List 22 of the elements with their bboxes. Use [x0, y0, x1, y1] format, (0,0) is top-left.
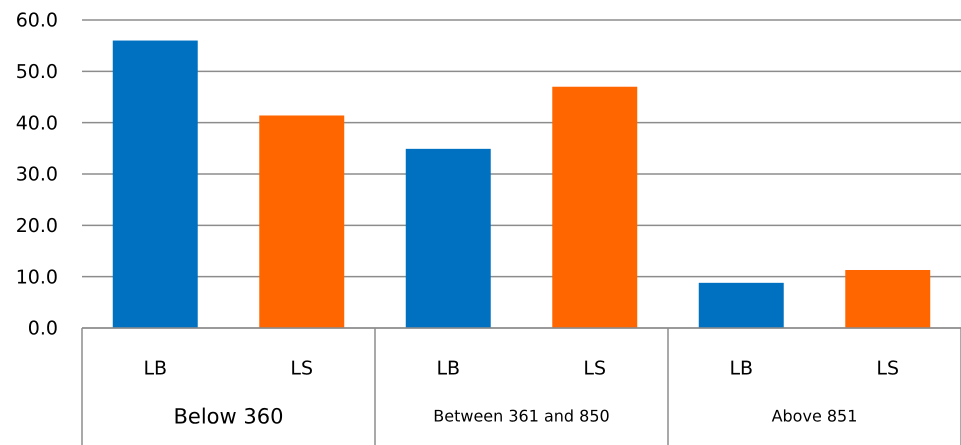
bar — [845, 270, 930, 328]
x-tick-label: LB — [436, 358, 460, 380]
bar — [552, 86, 638, 328]
x-tick-label: LS — [290, 358, 314, 380]
text: Between 361 and 850 — [433, 406, 610, 426]
y-tick-label: 30.0 — [16, 164, 58, 186]
y-tick-label: 10.0 — [16, 266, 58, 288]
y-tick-label: 20.0 — [16, 214, 58, 237]
y-tick-label: 60.0 — [16, 10, 58, 32]
x-tick-label: LS — [583, 358, 606, 380]
bar — [112, 40, 198, 328]
bar — [406, 148, 491, 328]
y-tick-label: 0.0 — [28, 318, 58, 340]
y-tick-label: 40.0 — [16, 112, 58, 134]
text: Above 851 — [772, 406, 858, 426]
bar — [259, 115, 344, 328]
x-tick-label: LS — [876, 358, 900, 380]
text: Below 360 — [174, 404, 284, 428]
x-tick-label: LB — [729, 358, 754, 380]
bar — [698, 282, 784, 328]
y-tick-label: 50.0 — [16, 60, 58, 83]
x-tick-label: LB — [143, 358, 168, 380]
